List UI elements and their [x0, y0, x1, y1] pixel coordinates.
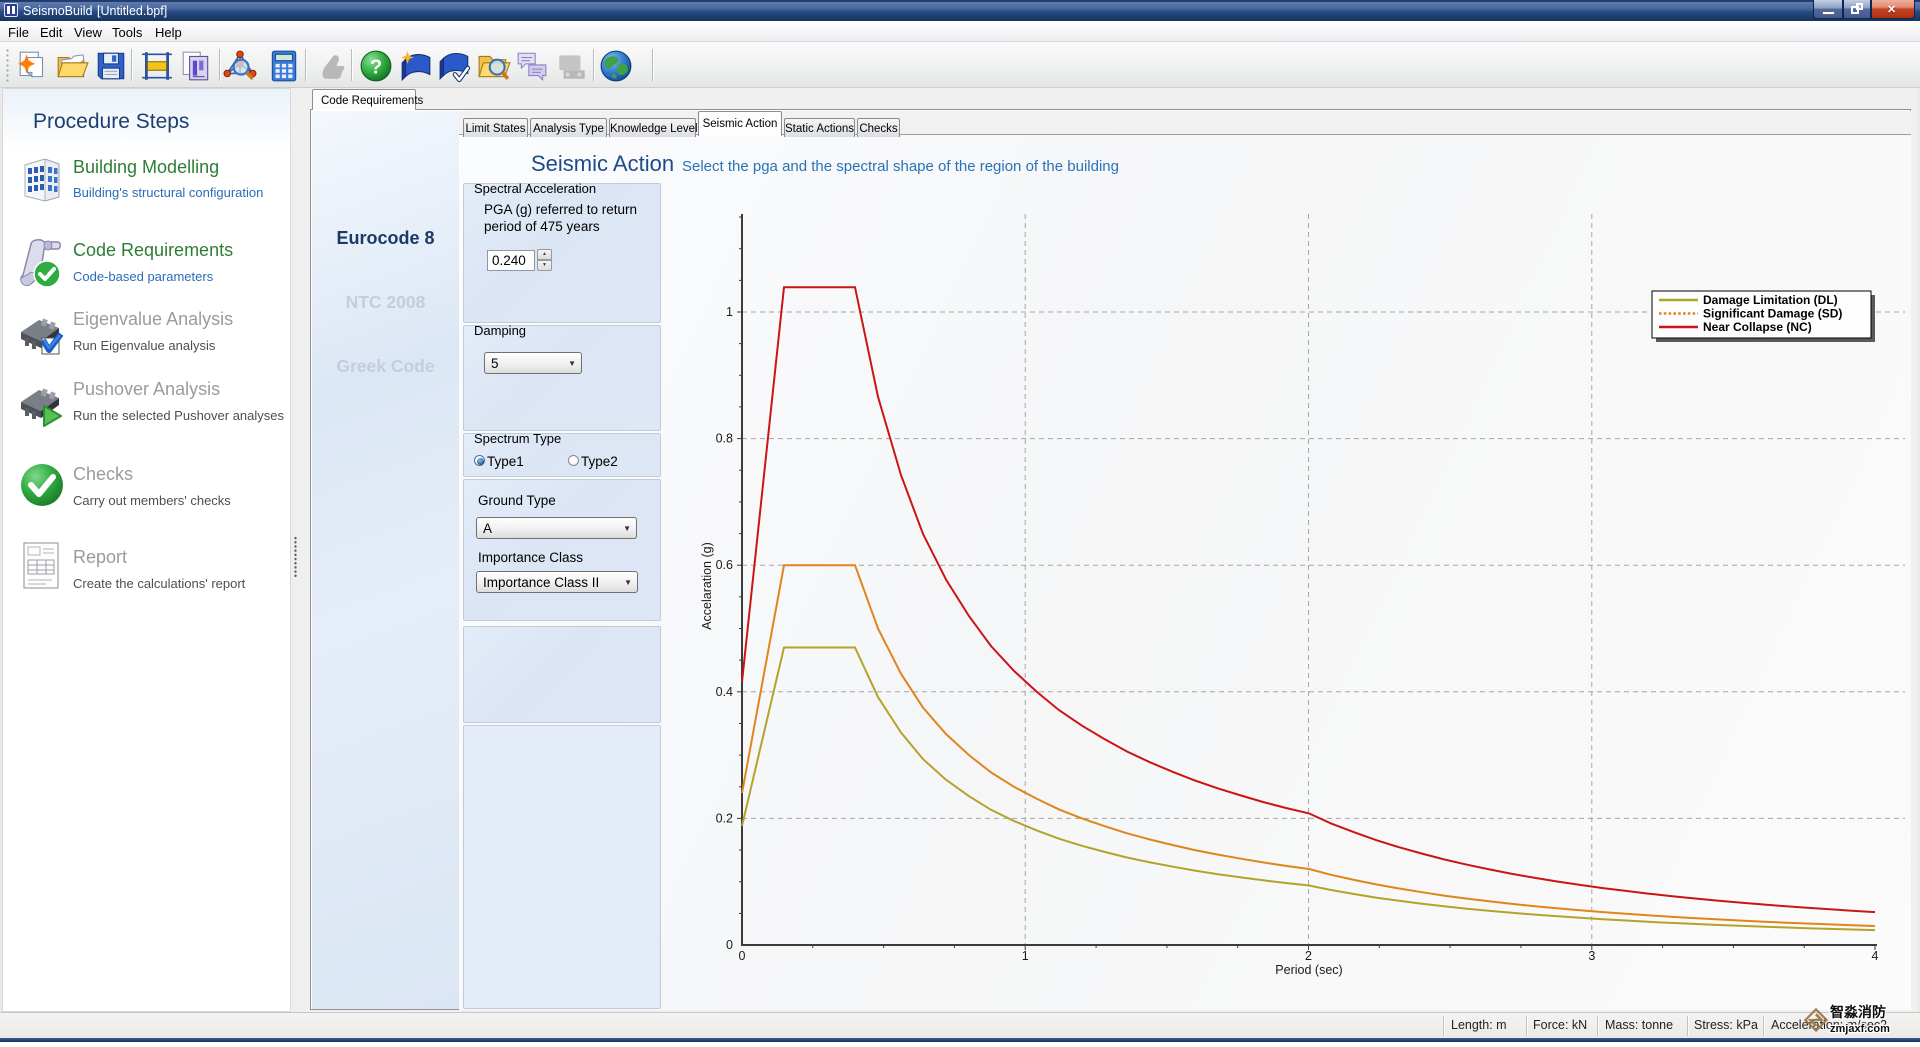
svg-text:1: 1: [726, 305, 733, 319]
svg-text:4: 4: [1872, 949, 1879, 963]
svg-text:zmjaxf.com: zmjaxf.com: [1830, 1023, 1890, 1035]
svg-text:?: ?: [370, 56, 382, 78]
svg-text:2: 2: [1305, 949, 1312, 963]
svg-text:Near Collapse (NC): Near Collapse (NC): [1703, 320, 1812, 334]
svg-text:Significant Damage (SD): Significant Damage (SD): [1703, 307, 1842, 321]
svg-text:0: 0: [726, 938, 733, 952]
svg-text:0.6: 0.6: [716, 558, 733, 572]
svg-text:Accelaration (g): Accelaration (g): [700, 542, 714, 630]
svg-text:3: 3: [1588, 949, 1595, 963]
svg-text:Period (sec): Period (sec): [1275, 963, 1342, 977]
svg-text:0.4: 0.4: [716, 685, 733, 699]
svg-text:1: 1: [1022, 949, 1029, 963]
svg-text:0.8: 0.8: [716, 432, 733, 446]
svg-text:0: 0: [739, 949, 746, 963]
svg-text:0.2: 0.2: [716, 811, 733, 825]
svg-text:智淼消防: 智淼消防: [1829, 1004, 1886, 1020]
svg-text:Damage Limitation (DL): Damage Limitation (DL): [1703, 293, 1838, 307]
